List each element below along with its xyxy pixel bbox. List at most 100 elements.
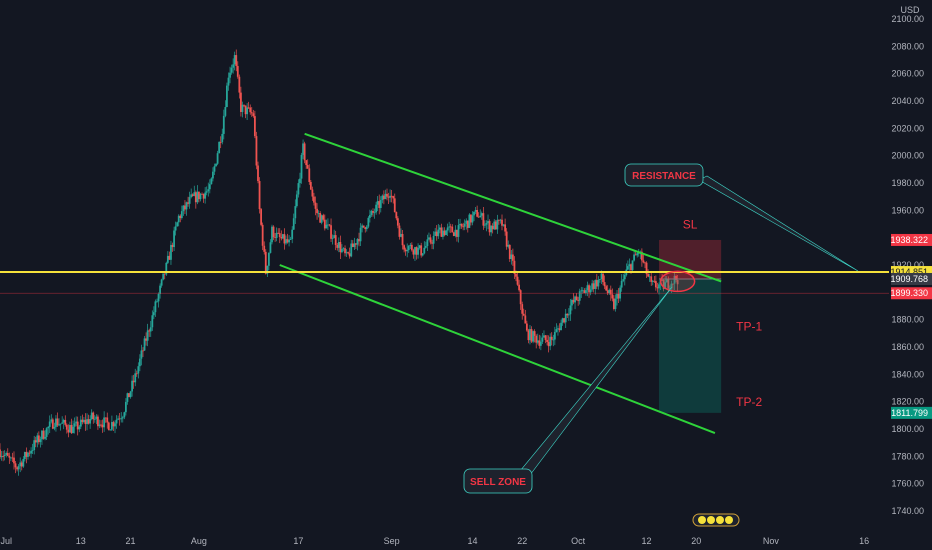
candle-body [420, 245, 423, 256]
tp1-label: TP-1 [736, 320, 762, 334]
candle-body [151, 315, 154, 328]
candle-body [476, 209, 479, 217]
y-tick-label: 1800.00 [891, 424, 924, 434]
candle-body [320, 215, 323, 223]
candle-body [137, 366, 140, 374]
candle-body [567, 314, 570, 316]
candle-body [269, 242, 272, 253]
candle-body [75, 421, 78, 424]
candle-body [401, 233, 404, 246]
candle-body [185, 202, 188, 210]
candle-body [121, 417, 124, 419]
candle-body [434, 231, 437, 236]
candle-body [365, 226, 368, 230]
sell-zone-label: SELL ZONE [470, 477, 526, 488]
candle-body [226, 85, 228, 108]
candle-body [359, 227, 362, 242]
candle-body [3, 454, 6, 457]
candle-body [384, 193, 387, 200]
candle-body [364, 227, 367, 230]
candle-body [630, 264, 632, 271]
candle-body [499, 219, 502, 221]
candle-body [83, 419, 85, 423]
candle-body [129, 391, 132, 398]
resistance-callout[interactable] [624, 163, 704, 187]
candle-body [280, 236, 283, 239]
candle-body [513, 260, 516, 274]
candle-body [98, 424, 101, 427]
candle-body [283, 234, 286, 244]
candle-body [370, 210, 373, 215]
candle-body [205, 191, 208, 193]
candle-body [452, 232, 455, 236]
candle-body [123, 412, 126, 418]
candle-body [571, 299, 573, 306]
lower-channel-line[interactable] [279, 264, 716, 435]
candles-layer [0, 49, 679, 476]
candle-body [460, 223, 463, 227]
candle-body [474, 209, 477, 212]
candle-body [609, 289, 612, 295]
candle-body [535, 335, 538, 343]
candle-body [670, 283, 673, 289]
candle-body [614, 298, 617, 310]
candle-body [485, 223, 488, 225]
sell-zone-highlight[interactable] [659, 270, 696, 293]
events-icon[interactable] [692, 513, 740, 527]
candle-body [406, 250, 409, 252]
candle-body [667, 279, 670, 289]
candle-body [240, 92, 242, 112]
candle-body [236, 65, 239, 77]
candle-body [59, 423, 62, 425]
candle-body [532, 331, 534, 342]
candle-body [87, 419, 90, 424]
candle-body [600, 273, 603, 280]
price-axis[interactable]: 1740.00 1760.00 1780.00 1800.00 1820.00 1840.… [889, 0, 932, 532]
candle-body [50, 419, 53, 422]
price-badge-text: 1811.799 [891, 408, 928, 418]
candle-body [409, 244, 412, 247]
candle-body [2, 456, 5, 457]
candle-body [575, 296, 578, 301]
upper-channel-line[interactable] [304, 132, 722, 283]
candle-body [435, 231, 438, 237]
price-badge [891, 272, 932, 285]
candle-body [249, 107, 252, 113]
candle-body [418, 245, 421, 248]
candle-body [616, 293, 618, 299]
candle-body [224, 107, 227, 116]
candle-body [0, 456, 3, 458]
candle-body [184, 205, 186, 210]
candle-body [342, 248, 345, 250]
tp2-label: TP-2 [736, 395, 762, 409]
candle-body [221, 133, 224, 143]
candle-body [238, 76, 241, 93]
candle-body [213, 166, 216, 172]
time-axis[interactable]: Jul 13 21 Aug 17 Sep 14 22 Oct 12 20 Nov 16 [0, 532, 932, 550]
candle-body [112, 422, 115, 427]
take-profit-zone[interactable] [658, 278, 722, 413]
candle-body [676, 279, 679, 285]
candle-body [39, 439, 42, 443]
candle-body [215, 163, 217, 167]
candle-body [645, 262, 648, 275]
candle-body [480, 213, 483, 216]
candle-body [599, 279, 601, 280]
sell-zone-callout[interactable] [463, 468, 533, 494]
x-tick-label: Jul [0, 536, 12, 546]
candle-body [386, 193, 388, 197]
candle-body [347, 252, 350, 254]
candle-body [353, 243, 356, 248]
candle-body [243, 104, 245, 106]
candle-body [44, 436, 46, 439]
candle-body [69, 425, 71, 433]
candle-body [258, 181, 261, 210]
candle-body [636, 253, 639, 256]
candle-body [644, 262, 646, 264]
candle-body [375, 204, 378, 213]
candle-body [560, 322, 562, 331]
candle-body [519, 290, 522, 305]
candle-body [61, 422, 64, 424]
candle-body [640, 251, 643, 261]
